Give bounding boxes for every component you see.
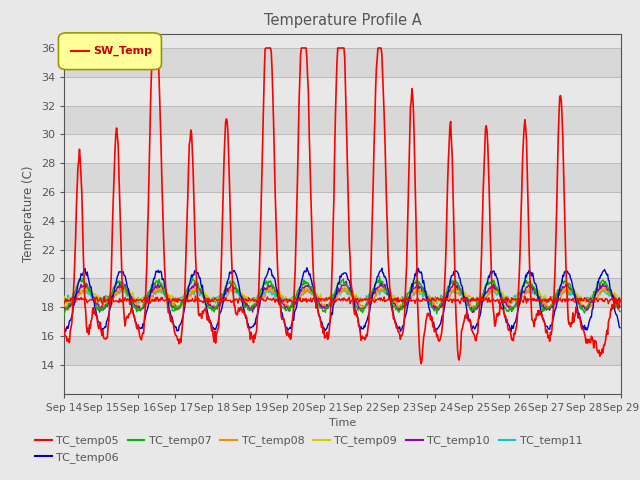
- FancyBboxPatch shape: [58, 33, 161, 70]
- Bar: [64, 77, 621, 106]
- Bar: [64, 134, 621, 163]
- Bar: [64, 48, 621, 77]
- Text: SW_Temp: SW_Temp: [93, 46, 152, 56]
- X-axis label: Time: Time: [329, 418, 356, 428]
- Bar: [64, 106, 621, 134]
- Title: Temperature Profile A: Temperature Profile A: [264, 13, 421, 28]
- Bar: [64, 221, 621, 250]
- Bar: [64, 307, 621, 336]
- Bar: [64, 163, 621, 192]
- Bar: [64, 192, 621, 221]
- Bar: [64, 336, 621, 365]
- Legend: TC_temp05, TC_temp06, TC_temp07, TC_temp08, TC_temp09, TC_temp10, TC_temp11: TC_temp05, TC_temp06, TC_temp07, TC_temp…: [31, 431, 587, 467]
- Bar: [64, 278, 621, 307]
- Bar: [64, 250, 621, 278]
- Y-axis label: Temperature (C): Temperature (C): [22, 165, 35, 262]
